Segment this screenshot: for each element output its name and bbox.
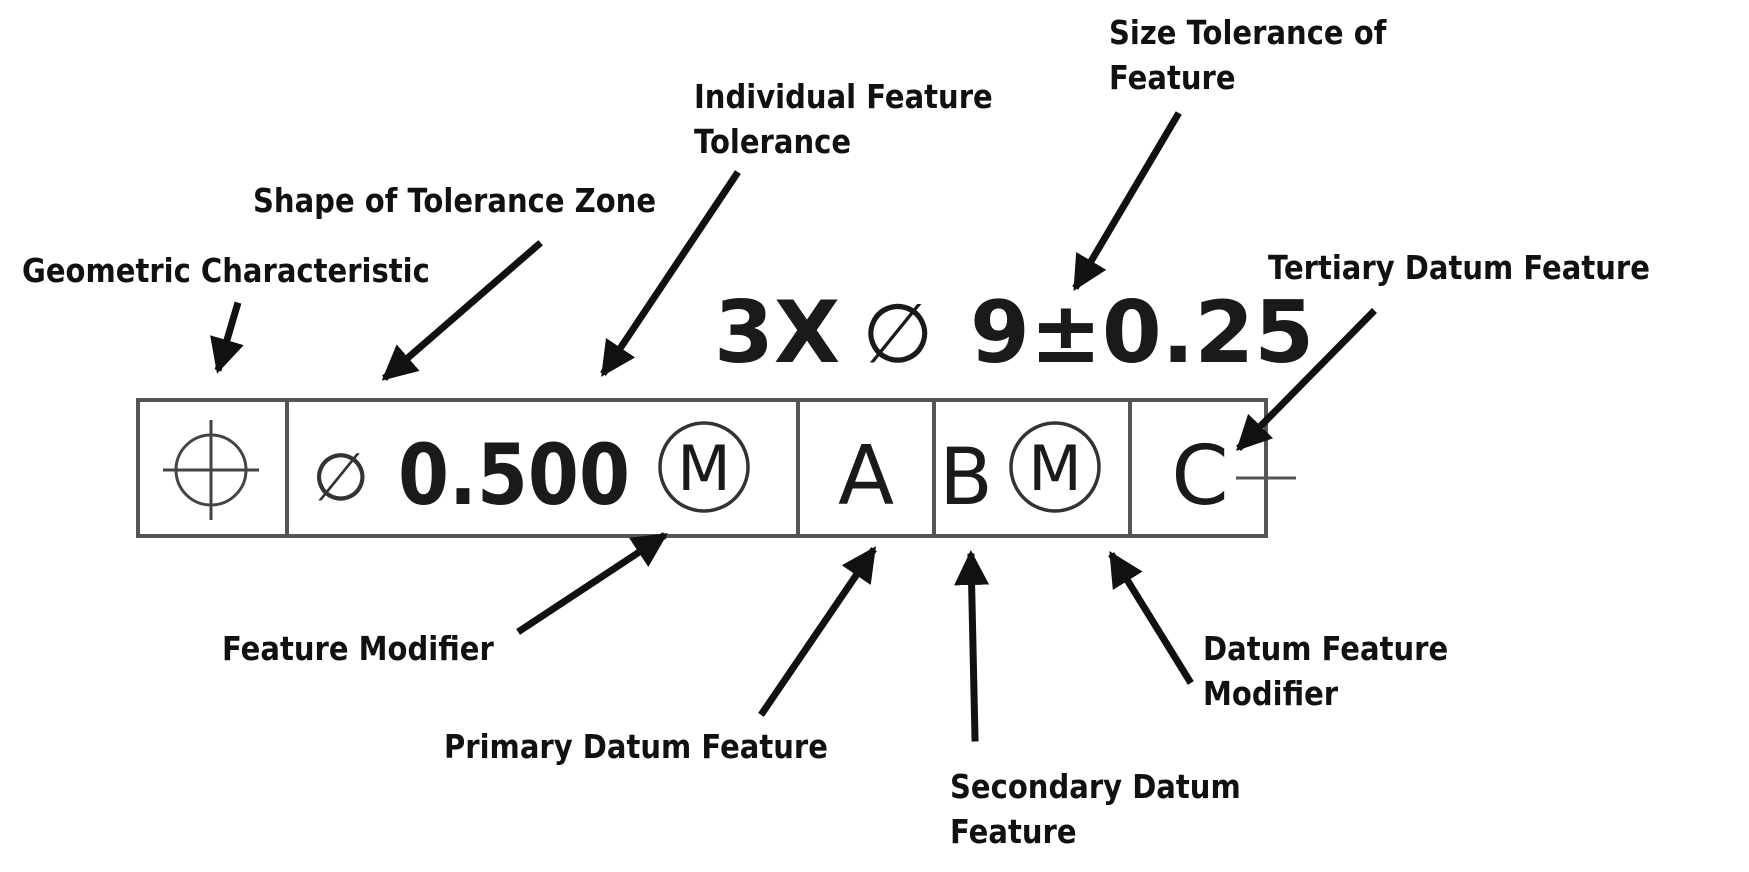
tolerance-modifier-mmc: M [658,421,750,513]
label-line: Size Tolerance of [1109,13,1387,52]
secondary-modifier-mmc: M [1009,421,1101,513]
arrow-size-tolerance-of-feature [1072,111,1182,292]
size-quantity: 3X [714,283,840,383]
label-shape-of-tolerance-zone: Shape of Tolerance Zone [253,181,657,220]
arrow-datum-feature-modifier [1108,551,1194,685]
modifier-letter: M [677,432,731,505]
label-geometric-characteristic: Geometric Characteristic [22,251,430,290]
position-icon [163,420,259,520]
label-line: Secondary Datum [950,767,1241,806]
zone-shape-symbol: ∅ [312,439,370,516]
label-secondary-datum-feature: Secondary Datum Feature [950,764,1241,854]
arrow-individual-feature-tolerance [600,170,741,377]
label-datum-feature-modifier: Datum Feature Modifier [1203,626,1448,716]
modifier-letter: M [1028,432,1082,505]
feature-control-frame [136,398,1268,538]
label-feature-modifier: Feature Modifier [222,629,494,668]
tertiary-datum: C [1171,429,1228,524]
label-size-tolerance-of-feature: Size Tolerance of Feature [1109,10,1386,100]
size-diameter-symbol: ∅ [862,287,933,382]
label-primary-datum-feature: Primary Datum Feature [444,727,828,766]
arrow-shape-of-tolerance-zone [381,240,543,381]
label-individual-feature-tolerance: Individual Feature Tolerance [694,74,993,164]
label-line: Individual Feature [694,77,993,116]
arrow-tertiary-datum-feature [1236,308,1377,451]
label-line: Datum Feature [1203,629,1449,668]
label-line: Feature [1109,58,1236,97]
tolerance-value: 0.500 [398,426,630,524]
size-value: 9±0.25 [970,283,1314,383]
label-line: Modifier [1203,674,1339,713]
label-tertiary-datum-feature: Tertiary Datum Feature [1268,248,1650,287]
arrow-primary-datum-feature [758,546,877,717]
secondary-datum: B [939,433,993,523]
label-line: Feature [950,812,1077,851]
primary-datum: A [838,429,894,524]
arrow-geometric-characteristic [210,301,244,374]
arrow-feature-modifier [516,532,668,635]
arrow-secondary-datum-feature [954,550,990,742]
label-line: Tolerance [694,122,852,161]
